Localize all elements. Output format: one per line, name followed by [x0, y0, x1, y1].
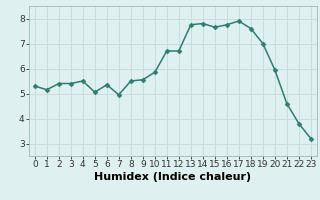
X-axis label: Humidex (Indice chaleur): Humidex (Indice chaleur): [94, 172, 252, 182]
